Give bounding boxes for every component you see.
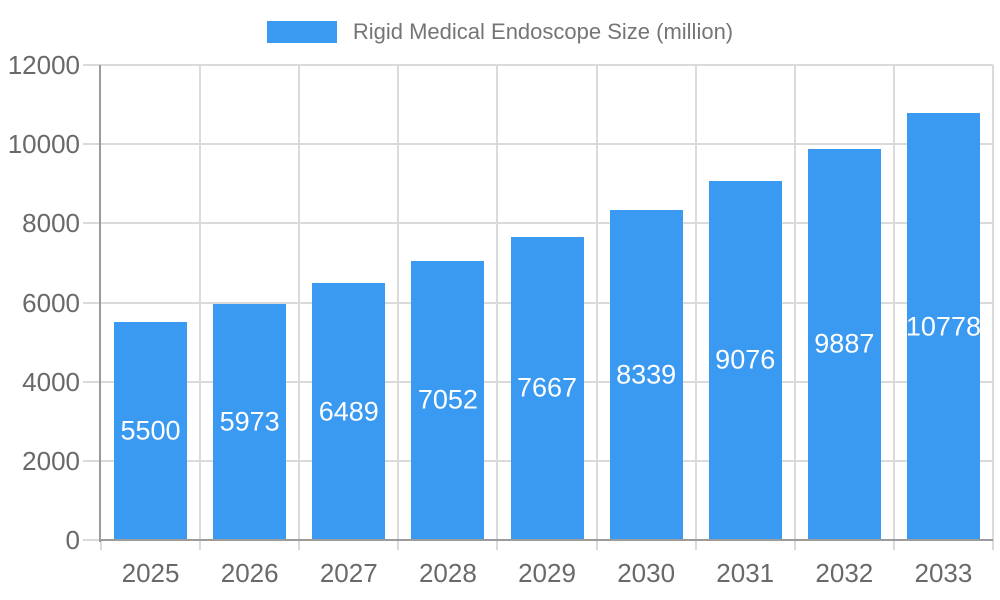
bar-2026 [213,303,287,540]
bar-2027 [312,283,386,540]
x-axis-tick [595,540,598,550]
bar-2029 [510,236,584,540]
bar-value-label: 7052 [417,384,478,415]
bar-value-label: 5500 [120,415,181,446]
x-axis-tick-label: 2027 [319,558,378,588]
gridline-horizontal [101,64,993,66]
gridline-horizontal [101,143,993,146]
x-axis-line [99,539,993,541]
y-axis-tick [83,64,101,66]
x-axis-tick [992,540,994,550]
x-axis-tick-label: 2033 [914,558,973,588]
bar-2032 [807,148,881,540]
bar-value-label: 10778 [905,311,981,342]
legend-item[interactable]: Rigid Medical Endoscope Size (million) [266,19,734,45]
x-axis-tick [100,540,102,550]
x-axis-tick [694,540,697,550]
bar-value-label: 9076 [715,344,776,375]
x-axis-tick [793,540,796,550]
y-axis-tick [83,539,101,541]
gridline-vertical [992,65,994,540]
x-axis-tick-label: 2028 [418,558,477,588]
y-axis-tick-label: 0 [65,525,80,555]
bar-2031 [708,180,782,540]
legend-swatch-icon [266,21,337,43]
y-axis-tick-label: 2000 [22,445,80,476]
y-axis-tick [83,459,101,462]
x-axis-tick-label: 2026 [220,558,279,588]
y-axis-tick [83,301,101,304]
x-axis-tick-label: 2030 [617,558,676,588]
bar-2030 [609,209,683,540]
y-axis-tick-label: 10000 [7,129,80,160]
x-axis-tick [199,540,202,550]
x-axis-tick [892,540,895,550]
y-axis-tick [83,143,101,146]
x-axis-tick [496,540,499,550]
y-axis-tick [83,380,101,383]
bar-2033 [906,113,980,540]
gridline-vertical [595,65,598,540]
y-axis-tick-label: 8000 [22,208,80,239]
y-axis-tick-label: 4000 [22,366,80,397]
y-axis-tick-label: 12000 [7,50,80,80]
x-axis-tick-label: 2025 [121,558,180,588]
gridline-vertical [298,65,301,540]
x-axis-tick-label: 2032 [815,558,874,588]
x-axis-tick-label: 2031 [716,558,775,588]
gridline-vertical [397,65,400,540]
y-axis-line [99,65,101,542]
legend-label: Rigid Medical Endoscope Size (million) [352,19,734,44]
bar-value-label: 8339 [616,359,677,390]
x-axis-tick [298,540,301,550]
bar-2025 [114,322,188,540]
gridline-vertical [892,65,895,540]
gridline-vertical [793,65,796,540]
y-axis-tick-label: 6000 [22,287,80,318]
x-axis-tick [397,540,400,550]
gridline-vertical [694,65,697,540]
bar-value-label: 5973 [219,406,280,437]
x-axis-tick-label: 2029 [518,558,576,588]
gridline-vertical [496,65,499,540]
bar-value-label: 7667 [516,372,578,403]
bar-value-label: 6489 [318,396,379,427]
y-axis-tick [83,222,101,225]
chart-legend: Rigid Medical Endoscope Size (million) [0,15,1000,49]
bar-2028 [411,260,485,540]
gridline-horizontal [101,222,993,225]
bar-value-label: 9887 [814,328,875,359]
gridline-vertical [199,65,202,540]
